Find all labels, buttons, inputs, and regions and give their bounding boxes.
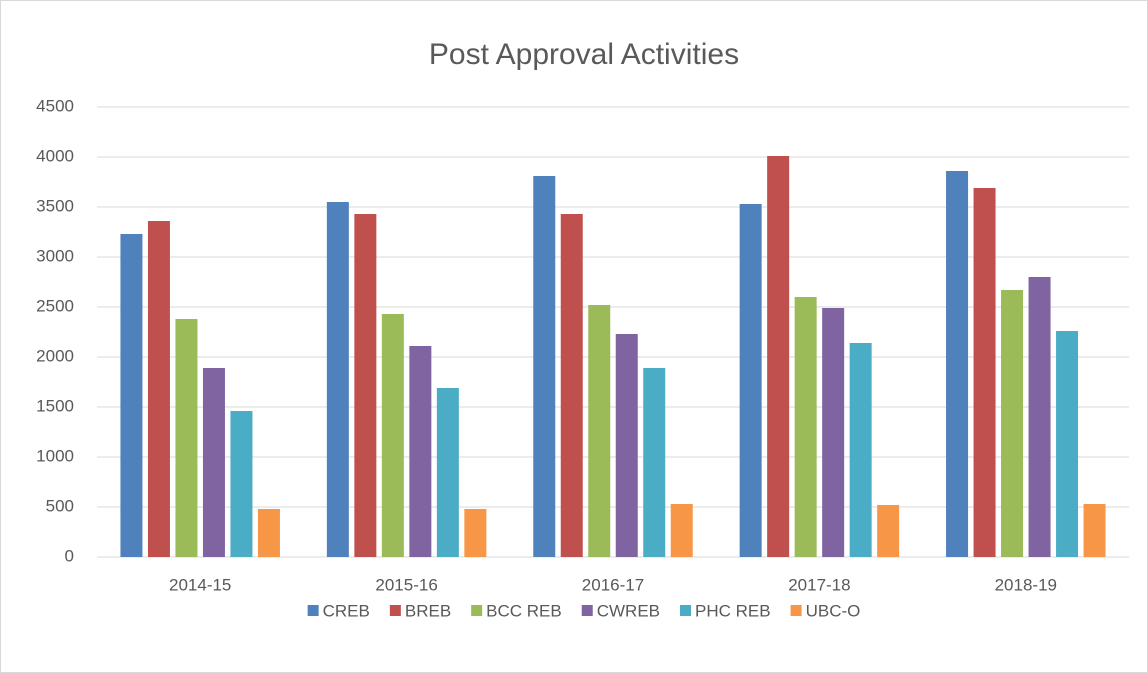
chart-title: Post Approval Activities bbox=[429, 38, 739, 71]
bar bbox=[973, 188, 996, 557]
bar bbox=[643, 368, 666, 557]
bar bbox=[822, 308, 845, 557]
legend-label: CREB bbox=[323, 601, 370, 620]
legend-label: PHC REB bbox=[695, 601, 771, 620]
y-tick-label: 3000 bbox=[36, 246, 74, 265]
bar bbox=[1056, 331, 1079, 557]
bar bbox=[849, 343, 872, 557]
bar bbox=[560, 214, 583, 557]
x-tick-label: 2015-16 bbox=[375, 575, 437, 594]
bar bbox=[202, 368, 225, 557]
bar bbox=[588, 305, 611, 557]
legend-swatch bbox=[790, 605, 802, 616]
y-tick-label: 4000 bbox=[36, 146, 74, 165]
bar bbox=[615, 334, 638, 557]
bar bbox=[464, 509, 487, 557]
bar bbox=[409, 346, 432, 557]
bar bbox=[230, 411, 253, 557]
bar bbox=[794, 297, 817, 557]
bar bbox=[670, 504, 693, 557]
x-tick-label: 2014-15 bbox=[169, 575, 231, 594]
y-tick-label: 0 bbox=[65, 546, 74, 565]
bar bbox=[436, 388, 459, 557]
y-tick-label: 2500 bbox=[36, 296, 74, 315]
bar bbox=[257, 509, 280, 557]
x-tick-label: 2016-17 bbox=[582, 575, 644, 594]
y-tick-label: 3500 bbox=[36, 196, 74, 215]
legend-swatch bbox=[389, 605, 401, 616]
bar bbox=[326, 202, 349, 557]
bar bbox=[1083, 504, 1106, 557]
y-tick-label: 2000 bbox=[36, 346, 74, 365]
bar bbox=[739, 204, 762, 557]
bar bbox=[946, 171, 969, 557]
y-tick-label: 1000 bbox=[36, 446, 74, 465]
bar bbox=[147, 221, 170, 557]
bar bbox=[175, 319, 198, 557]
legend-label: BREB bbox=[405, 601, 451, 620]
bar bbox=[877, 505, 900, 557]
y-tick-label: 1500 bbox=[36, 396, 74, 415]
bar bbox=[1028, 277, 1051, 557]
legend-swatch bbox=[581, 605, 593, 616]
x-tick-label: 2017-18 bbox=[788, 575, 850, 594]
legend-label: BCC REB bbox=[486, 601, 562, 620]
bar bbox=[767, 156, 790, 557]
y-tick-label: 500 bbox=[46, 496, 74, 515]
bar bbox=[354, 214, 377, 557]
legend-swatch bbox=[471, 605, 483, 616]
x-tick-label: 2018-19 bbox=[995, 575, 1057, 594]
legend-label: UBC-O bbox=[806, 601, 861, 620]
legend-swatch bbox=[680, 605, 692, 616]
legend-label: CWREB bbox=[597, 601, 660, 620]
y-tick-label: 4500 bbox=[36, 96, 74, 115]
bar bbox=[381, 314, 404, 557]
bar bbox=[1001, 290, 1024, 557]
bar bbox=[533, 176, 556, 557]
bar bbox=[120, 234, 143, 557]
legend-swatch bbox=[307, 605, 319, 616]
